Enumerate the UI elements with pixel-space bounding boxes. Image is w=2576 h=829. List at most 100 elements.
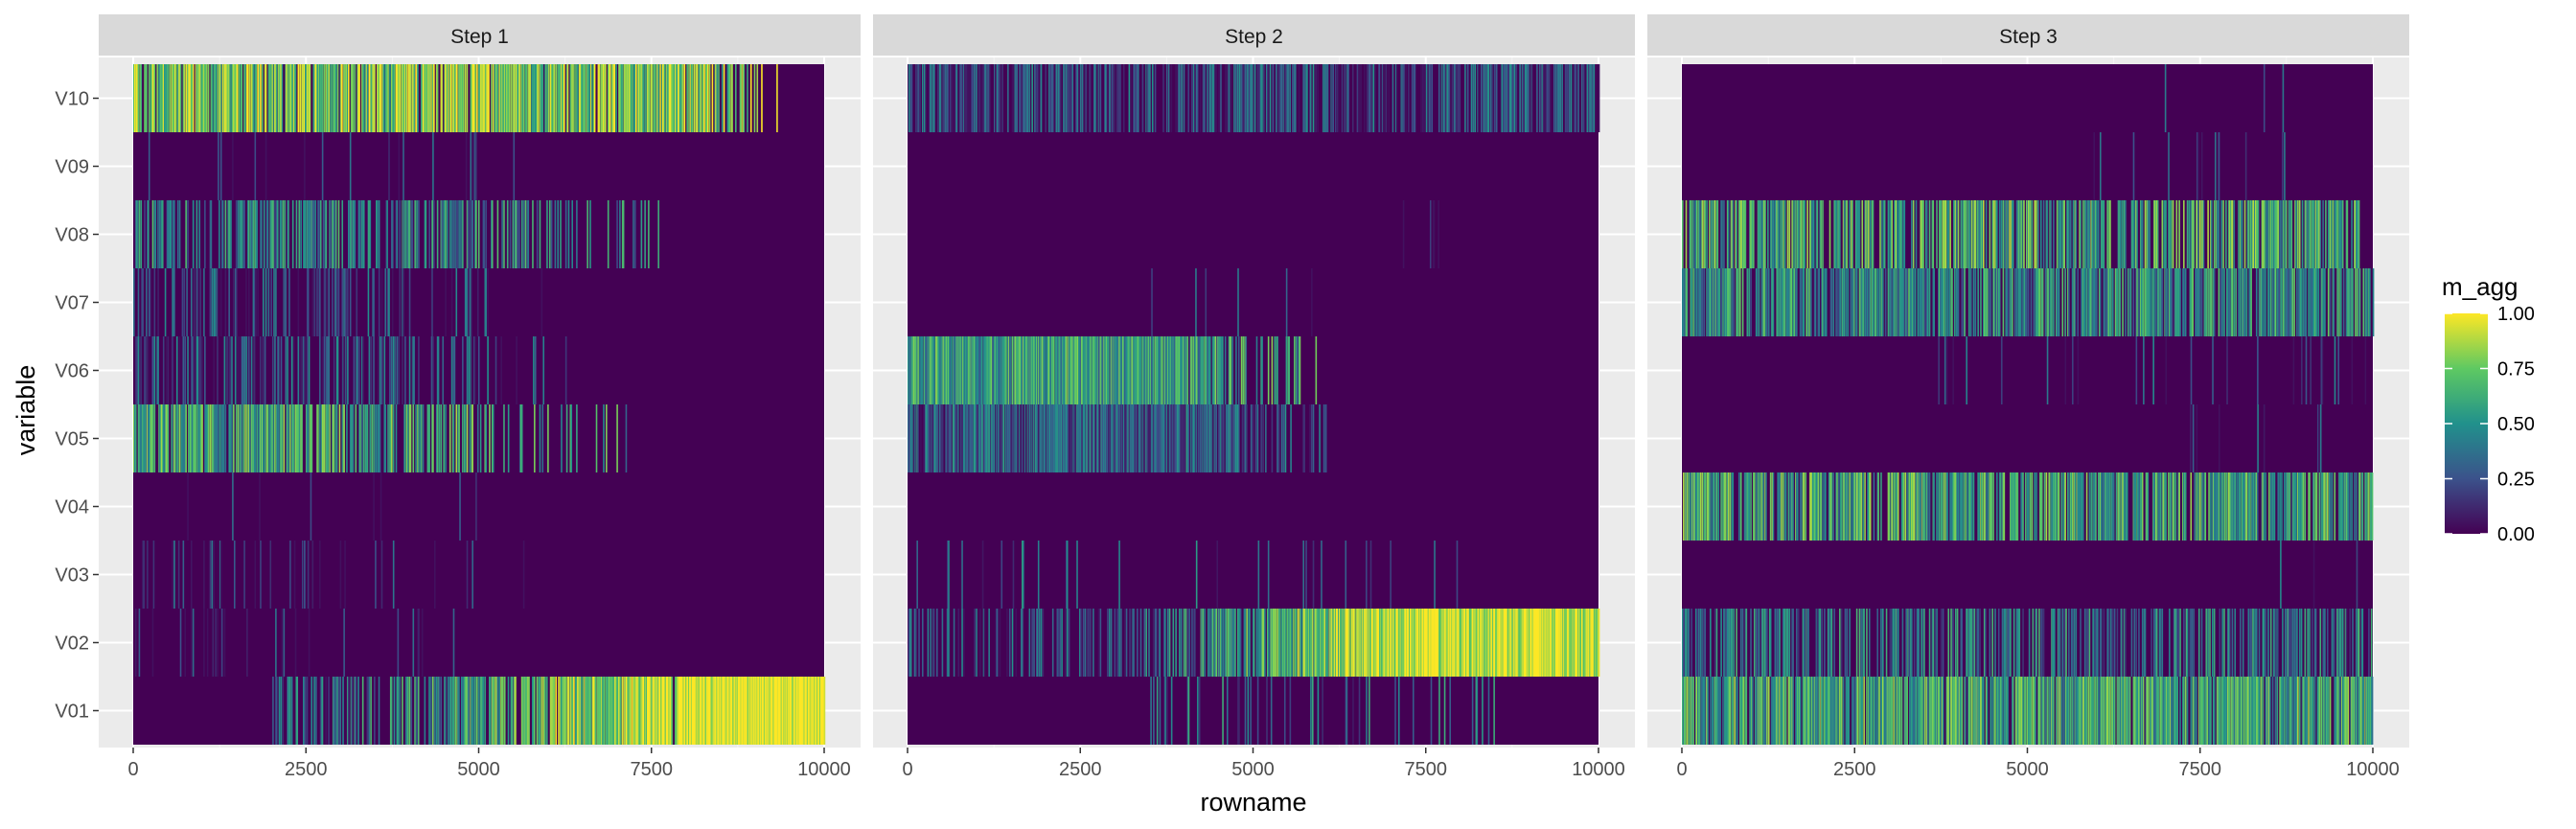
heatmap-cell: [599, 677, 601, 745]
heatmap-cell: [1489, 64, 1491, 132]
heatmap-cell: [1419, 609, 1421, 677]
heatmap-cell: [1241, 64, 1244, 132]
heatmap-cell: [1525, 64, 1528, 132]
heatmap-cell: [1404, 609, 1406, 677]
heatmap-cell: [594, 677, 597, 745]
heatmap-cell: [513, 64, 516, 132]
heatmap-cell: [1136, 64, 1138, 132]
heatmap-cell: [2333, 268, 2335, 336]
heatmap-cell: [705, 677, 708, 745]
heatmap-cell: [1438, 609, 1441, 677]
heatmap-cell: [433, 541, 436, 609]
heatmap-cell: [425, 64, 427, 132]
heatmap-cell: [1080, 336, 1083, 404]
heatmap-cell: [196, 268, 198, 336]
heatmap-cell: [949, 336, 951, 404]
heatmap-cell: [391, 336, 393, 404]
heatmap-cell: [1032, 336, 1034, 404]
heatmap-cell: [1050, 64, 1053, 132]
heatmap-cell: [2132, 132, 2135, 200]
heatmap-cell: [2213, 268, 2216, 336]
heatmap-cell: [1122, 404, 1125, 472]
heatmap-cell: [2273, 200, 2276, 268]
heatmap-cell: [338, 404, 341, 472]
heatmap-cell: [214, 404, 216, 472]
heatmap-cell: [1769, 200, 1772, 268]
heatmap-cell: [485, 268, 488, 336]
heatmap-cell: [667, 677, 670, 745]
heatmap-cell: [161, 64, 164, 132]
heatmap-cell: [2338, 472, 2340, 541]
heatmap-cell: [503, 200, 505, 268]
heatmap-cell: [2227, 268, 2230, 336]
heatmap-cell: [1832, 268, 1835, 336]
heatmap-cell: [2049, 268, 2051, 336]
heatmap-cell: [763, 677, 766, 745]
heatmap-cell: [374, 64, 376, 132]
heatmap-cell: [1595, 609, 1598, 677]
heatmap-cell: [262, 268, 264, 336]
heatmap-cell: [270, 200, 273, 268]
heatmap-cell: [1812, 200, 1815, 268]
heatmap-cell: [408, 404, 411, 472]
heatmap-cell: [1925, 200, 1928, 268]
heatmap-cell: [1100, 336, 1103, 404]
heatmap-cell: [377, 404, 380, 472]
heatmap-cell: [909, 64, 912, 132]
heatmap-cell: [1585, 609, 1588, 677]
heatmap-cell: [1019, 64, 1021, 132]
heatmap-cell: [1097, 404, 1100, 472]
heatmap-cell: [1700, 268, 1703, 336]
heatmap-cell: [1781, 268, 1782, 336]
heatmap-cell: [172, 404, 174, 472]
heatmap-cell: [2271, 200, 2274, 268]
heatmap-cell: [1024, 404, 1027, 472]
heatmap-cell: [1394, 64, 1397, 132]
heatmap-cell: [2313, 268, 2316, 336]
heatmap-cell: [217, 609, 218, 677]
heatmap-cell: [1459, 609, 1461, 677]
heatmap-cell: [501, 200, 503, 268]
heatmap-cell: [244, 336, 246, 404]
heatmap-cell: [353, 336, 356, 404]
heatmap-cell: [1128, 64, 1131, 132]
heatmap-cell: [350, 677, 353, 745]
heatmap-cell: [1977, 472, 1979, 541]
heatmap-cell: [1420, 609, 1422, 677]
heatmap-cell: [1270, 609, 1273, 677]
heatmap-cell: [1429, 200, 1432, 268]
heatmap-cell: [455, 200, 458, 268]
heatmap-cell: [2211, 200, 2213, 268]
heatmap-cell: [622, 200, 625, 268]
heatmap-cell: [1383, 64, 1386, 132]
heatmap-cell: [435, 677, 438, 745]
heatmap-cell: [1115, 404, 1117, 472]
heatmap-cell: [157, 200, 159, 268]
heatmap-cell: [1108, 404, 1111, 472]
heatmap-cell: [1776, 268, 1779, 336]
heatmap-cell: [1856, 472, 1859, 541]
heatmap-cell: [303, 677, 305, 745]
heatmap-cell: [506, 64, 509, 132]
heatmap-cell: [699, 64, 702, 132]
heatmap-cell: [370, 677, 372, 745]
heatmap-cell: [2014, 472, 2017, 541]
heatmap-cell: [1024, 64, 1026, 132]
heatmap-cell: [391, 200, 394, 268]
heatmap-cell: [785, 677, 787, 745]
heatmap-cell: [660, 677, 662, 745]
heatmap-cell: [613, 677, 615, 745]
heatmap-cell: [799, 677, 801, 745]
heatmap-cell: [440, 64, 443, 132]
heatmap-cell: [343, 64, 345, 132]
heatmap-cell: [2146, 472, 2149, 541]
heatmap-cell: [185, 200, 187, 268]
heatmap-cell: [255, 268, 258, 336]
heatmap-cell: [1894, 200, 1896, 268]
heatmap-cell: [628, 64, 631, 132]
heatmap-cell: [142, 541, 144, 609]
heatmap-cell: [159, 404, 161, 472]
heatmap-cell: [2341, 472, 2344, 541]
heatmap-cell: [2029, 472, 2032, 541]
heatmap-cell: [2217, 472, 2220, 541]
